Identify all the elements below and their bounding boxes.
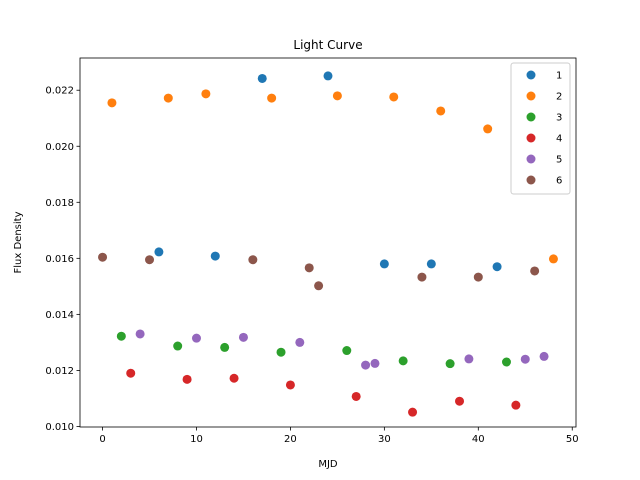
data-point-series-5-3 <box>295 337 305 347</box>
y-tick-label: 0.010 <box>45 422 74 433</box>
legend-marker-1 <box>526 70 536 80</box>
series-5 <box>135 329 549 370</box>
data-point-series-5-6 <box>464 354 474 364</box>
data-point-series-1-0 <box>154 247 164 257</box>
axes: 0 10 20 30 40 50 0.010 0.012 0.014 0.016 0.018 0.02… <box>45 57 579 445</box>
data-point-series-1-1 <box>210 251 220 261</box>
x-tick-label: 30 <box>378 434 391 445</box>
data-point-series-3-2 <box>220 342 230 352</box>
series-1 <box>154 71 502 272</box>
legend-marker-4 <box>526 133 536 143</box>
x-tick-label: 50 <box>566 434 579 445</box>
data-point-series-6-2 <box>248 255 258 265</box>
data-point-series-3-0 <box>116 331 126 341</box>
data-points <box>98 71 558 417</box>
data-point-series-2-8 <box>548 254 558 264</box>
axes-frame <box>79 57 577 428</box>
y-tick-label: 0.020 <box>45 142 74 153</box>
data-point-series-1-6 <box>492 262 502 272</box>
legend-label-4: 4 <box>556 134 562 145</box>
data-point-series-5-8 <box>539 351 549 361</box>
data-point-series-4-4 <box>351 391 361 401</box>
data-point-series-6-5 <box>417 272 427 282</box>
legend: 1 2 3 4 5 6 <box>510 62 571 195</box>
legend-label-3: 3 <box>556 113 562 124</box>
data-point-series-2-0 <box>107 98 117 108</box>
plot-background <box>80 58 576 427</box>
data-point-series-2-6 <box>436 106 446 116</box>
x-axis-label: MJD <box>318 459 338 470</box>
data-point-series-6-0 <box>98 252 108 262</box>
data-point-series-6-3 <box>304 263 314 273</box>
data-point-series-1-4 <box>379 259 389 269</box>
data-point-series-4-5 <box>408 407 418 417</box>
data-point-series-4-6 <box>455 396 465 406</box>
data-point-series-1-5 <box>426 259 436 269</box>
data-point-series-5-4 <box>361 360 371 370</box>
y-tick-label: 0.012 <box>45 366 74 377</box>
data-point-series-2-3 <box>267 93 277 103</box>
data-point-series-1-3 <box>323 71 333 81</box>
data-point-series-1-2 <box>257 73 267 83</box>
legend-marker-5 <box>526 154 536 164</box>
data-point-series-6-1 <box>145 255 155 265</box>
x-tick-label: 10 <box>190 434 203 445</box>
data-point-series-4-7 <box>511 400 521 410</box>
series-4 <box>126 368 521 417</box>
y-tick-label: 0.022 <box>45 86 74 97</box>
legend-label-6: 6 <box>556 176 562 187</box>
x-tick-label: 20 <box>284 434 297 445</box>
data-point-series-5-5 <box>370 358 380 368</box>
data-point-series-3-7 <box>501 357 511 367</box>
y-tick-label: 0.018 <box>45 198 74 209</box>
series-6 <box>98 252 540 291</box>
x-tick-label: 0 <box>99 434 105 445</box>
data-point-series-2-4 <box>332 91 342 101</box>
series-2 <box>107 89 558 264</box>
y-tick-label: 0.016 <box>45 254 74 265</box>
legend-marker-2 <box>526 91 536 101</box>
data-point-series-3-6 <box>445 359 455 369</box>
data-point-series-6-6 <box>473 272 483 282</box>
data-point-series-3-3 <box>276 347 286 357</box>
data-point-series-5-7 <box>520 354 530 364</box>
data-point-series-4-3 <box>285 380 295 390</box>
y-axis-label: Flux Density <box>13 211 24 273</box>
chart-title: Light Curve <box>293 38 362 52</box>
plot-area <box>80 58 576 427</box>
data-point-series-6-7 <box>530 266 540 276</box>
data-point-series-6-4 <box>314 281 324 291</box>
data-point-series-2-7 <box>483 124 493 134</box>
series-3 <box>116 331 511 369</box>
data-point-series-5-0 <box>135 329 145 339</box>
legend-label-1: 1 <box>556 71 562 82</box>
data-point-series-3-1 <box>173 341 183 351</box>
legend-label-2: 2 <box>556 92 562 103</box>
data-point-series-2-5 <box>389 92 399 102</box>
data-point-series-5-2 <box>238 332 248 342</box>
legend-frame <box>510 62 571 195</box>
legend-label-5: 5 <box>556 155 562 166</box>
data-point-series-5-1 <box>191 333 201 343</box>
data-point-series-3-4 <box>342 346 352 356</box>
legend-marker-6 <box>526 175 536 185</box>
legend-marker-3 <box>526 112 536 122</box>
data-point-series-4-2 <box>229 373 239 383</box>
x-tick-label: 40 <box>472 434 485 445</box>
data-point-series-4-0 <box>126 368 136 378</box>
data-point-series-3-5 <box>398 356 408 366</box>
data-point-series-4-1 <box>182 374 192 384</box>
y-tick-label: 0.014 <box>45 310 74 321</box>
data-point-series-2-1 <box>163 93 173 103</box>
data-point-series-2-2 <box>201 89 211 99</box>
